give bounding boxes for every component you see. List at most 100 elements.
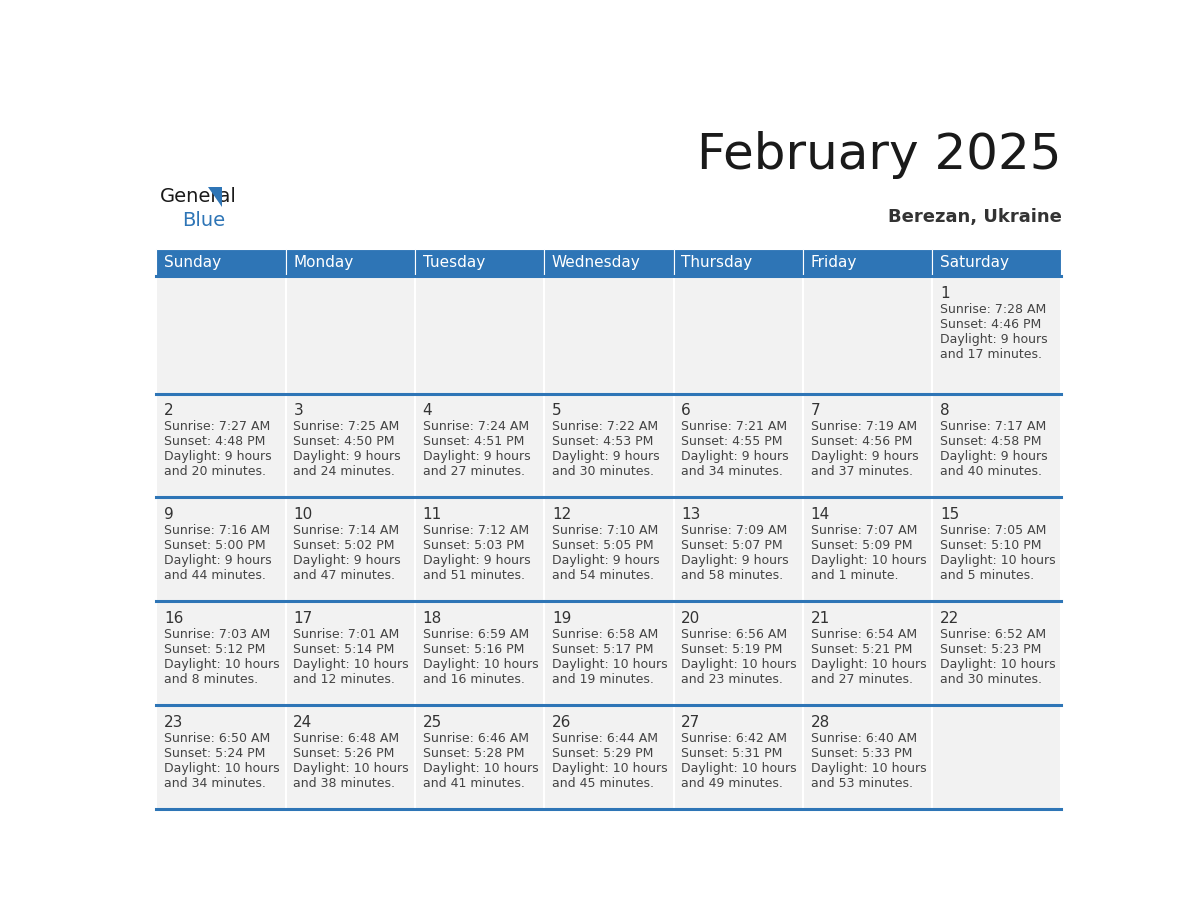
Text: and 19 minutes.: and 19 minutes. bbox=[552, 673, 653, 686]
Text: Sunrise: 6:48 AM: Sunrise: 6:48 AM bbox=[293, 732, 399, 744]
Text: and 16 minutes.: and 16 minutes. bbox=[423, 673, 525, 686]
Bar bbox=[674, 498, 803, 601]
Text: 7: 7 bbox=[810, 403, 820, 418]
Text: Sunset: 5:02 PM: Sunset: 5:02 PM bbox=[293, 539, 394, 552]
Text: and 30 minutes.: and 30 minutes. bbox=[552, 465, 653, 477]
Bar bbox=[415, 249, 544, 276]
Text: and 5 minutes.: and 5 minutes. bbox=[940, 568, 1034, 582]
Text: Sunrise: 6:59 AM: Sunrise: 6:59 AM bbox=[423, 628, 529, 641]
Text: 20: 20 bbox=[681, 610, 701, 626]
Text: Sunset: 5:33 PM: Sunset: 5:33 PM bbox=[810, 746, 912, 759]
Text: Sunset: 5:16 PM: Sunset: 5:16 PM bbox=[423, 643, 524, 655]
Text: Sunrise: 6:40 AM: Sunrise: 6:40 AM bbox=[810, 732, 917, 744]
Bar bbox=[415, 705, 544, 810]
Text: 4: 4 bbox=[423, 403, 432, 418]
Text: Sunset: 5:03 PM: Sunset: 5:03 PM bbox=[423, 539, 524, 552]
Text: 8: 8 bbox=[940, 403, 949, 418]
Text: February 2025: February 2025 bbox=[697, 131, 1061, 179]
Text: 12: 12 bbox=[552, 507, 571, 521]
Text: Daylight: 10 hours: Daylight: 10 hours bbox=[552, 762, 668, 775]
Text: Sunset: 5:12 PM: Sunset: 5:12 PM bbox=[164, 643, 265, 655]
Text: and 44 minutes.: and 44 minutes. bbox=[164, 568, 266, 582]
Text: Wednesday: Wednesday bbox=[552, 255, 640, 270]
Text: Sunset: 4:56 PM: Sunset: 4:56 PM bbox=[810, 435, 912, 448]
Text: Daylight: 10 hours: Daylight: 10 hours bbox=[423, 657, 538, 671]
Text: and 17 minutes.: and 17 minutes. bbox=[940, 348, 1042, 361]
Text: Sunset: 5:23 PM: Sunset: 5:23 PM bbox=[940, 643, 1041, 655]
Text: Daylight: 9 hours: Daylight: 9 hours bbox=[164, 554, 272, 566]
Text: Daylight: 9 hours: Daylight: 9 hours bbox=[293, 450, 400, 463]
Text: Sunrise: 7:19 AM: Sunrise: 7:19 AM bbox=[810, 420, 917, 432]
Text: Sunrise: 7:24 AM: Sunrise: 7:24 AM bbox=[423, 420, 529, 432]
Bar bbox=[803, 276, 933, 394]
Bar bbox=[157, 276, 285, 394]
Bar bbox=[933, 249, 1061, 276]
Text: Sunrise: 6:44 AM: Sunrise: 6:44 AM bbox=[552, 732, 658, 744]
Text: 10: 10 bbox=[293, 507, 312, 521]
Text: Sunrise: 6:50 AM: Sunrise: 6:50 AM bbox=[164, 732, 270, 744]
Text: and 20 minutes.: and 20 minutes. bbox=[164, 465, 266, 477]
Text: Sunset: 5:00 PM: Sunset: 5:00 PM bbox=[164, 539, 266, 552]
Text: Daylight: 9 hours: Daylight: 9 hours bbox=[810, 450, 918, 463]
Bar bbox=[933, 276, 1061, 394]
Text: Daylight: 10 hours: Daylight: 10 hours bbox=[423, 762, 538, 775]
Text: Thursday: Thursday bbox=[681, 255, 752, 270]
Text: Daylight: 10 hours: Daylight: 10 hours bbox=[810, 554, 927, 566]
Text: Sunset: 5:29 PM: Sunset: 5:29 PM bbox=[552, 746, 653, 759]
Bar bbox=[933, 394, 1061, 498]
Bar bbox=[285, 498, 415, 601]
Text: Daylight: 10 hours: Daylight: 10 hours bbox=[681, 762, 797, 775]
Text: Daylight: 10 hours: Daylight: 10 hours bbox=[164, 762, 279, 775]
Text: 15: 15 bbox=[940, 507, 959, 521]
Text: Daylight: 9 hours: Daylight: 9 hours bbox=[552, 450, 659, 463]
Text: Daylight: 10 hours: Daylight: 10 hours bbox=[681, 657, 797, 671]
Text: and 54 minutes.: and 54 minutes. bbox=[552, 568, 653, 582]
Text: Sunset: 4:46 PM: Sunset: 4:46 PM bbox=[940, 318, 1041, 330]
Text: 27: 27 bbox=[681, 714, 701, 730]
Bar bbox=[285, 394, 415, 498]
Bar bbox=[285, 601, 415, 705]
Text: 6: 6 bbox=[681, 403, 691, 418]
Text: Daylight: 9 hours: Daylight: 9 hours bbox=[293, 554, 400, 566]
Text: and 47 minutes.: and 47 minutes. bbox=[293, 568, 396, 582]
Text: Sunrise: 7:17 AM: Sunrise: 7:17 AM bbox=[940, 420, 1047, 432]
Text: 16: 16 bbox=[164, 610, 183, 626]
Text: and 45 minutes.: and 45 minutes. bbox=[552, 777, 653, 789]
Text: Daylight: 9 hours: Daylight: 9 hours bbox=[423, 554, 530, 566]
Text: and 34 minutes.: and 34 minutes. bbox=[681, 465, 783, 477]
Text: Sunset: 4:55 PM: Sunset: 4:55 PM bbox=[681, 435, 783, 448]
Text: Sunset: 4:53 PM: Sunset: 4:53 PM bbox=[552, 435, 653, 448]
Text: Daylight: 9 hours: Daylight: 9 hours bbox=[164, 450, 272, 463]
Text: Daylight: 9 hours: Daylight: 9 hours bbox=[681, 450, 789, 463]
Bar bbox=[157, 498, 285, 601]
Text: and 30 minutes.: and 30 minutes. bbox=[940, 673, 1042, 686]
Bar bbox=[933, 705, 1061, 810]
Bar bbox=[544, 276, 674, 394]
Text: 26: 26 bbox=[552, 714, 571, 730]
Text: and 27 minutes.: and 27 minutes. bbox=[423, 465, 525, 477]
Text: Sunrise: 7:01 AM: Sunrise: 7:01 AM bbox=[293, 628, 399, 641]
Text: 24: 24 bbox=[293, 714, 312, 730]
Bar bbox=[803, 498, 933, 601]
Text: Sunrise: 7:16 AM: Sunrise: 7:16 AM bbox=[164, 523, 270, 537]
Text: Daylight: 10 hours: Daylight: 10 hours bbox=[293, 657, 409, 671]
Text: Saturday: Saturday bbox=[940, 255, 1009, 270]
Bar bbox=[544, 601, 674, 705]
Text: Daylight: 10 hours: Daylight: 10 hours bbox=[810, 762, 927, 775]
Text: Sunrise: 7:12 AM: Sunrise: 7:12 AM bbox=[423, 523, 529, 537]
Bar bbox=[285, 249, 415, 276]
Bar bbox=[803, 705, 933, 810]
Text: and 41 minutes.: and 41 minutes. bbox=[423, 777, 525, 789]
Text: Daylight: 9 hours: Daylight: 9 hours bbox=[940, 450, 1048, 463]
Text: Sunset: 5:17 PM: Sunset: 5:17 PM bbox=[552, 643, 653, 655]
Text: Blue: Blue bbox=[182, 210, 225, 230]
Text: 28: 28 bbox=[810, 714, 830, 730]
Text: Sunset: 5:05 PM: Sunset: 5:05 PM bbox=[552, 539, 653, 552]
Text: Sunrise: 6:42 AM: Sunrise: 6:42 AM bbox=[681, 732, 788, 744]
Text: Sunset: 5:19 PM: Sunset: 5:19 PM bbox=[681, 643, 783, 655]
Text: Monday: Monday bbox=[293, 255, 354, 270]
Text: 5: 5 bbox=[552, 403, 562, 418]
Text: Sunrise: 7:22 AM: Sunrise: 7:22 AM bbox=[552, 420, 658, 432]
Text: 1: 1 bbox=[940, 285, 949, 301]
Text: and 8 minutes.: and 8 minutes. bbox=[164, 673, 258, 686]
